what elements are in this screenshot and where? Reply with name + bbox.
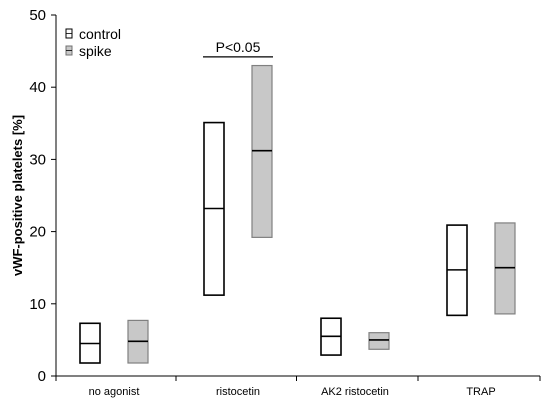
legend-label-spike: spike bbox=[79, 43, 112, 59]
axes: 0 10 20 30 40 50 no agonist ristocetin AK2 risto… bbox=[10, 7, 541, 398]
x-tick-label: no agonist bbox=[89, 386, 140, 398]
x-tick-label: ristocetin bbox=[216, 386, 260, 398]
x-tick-label: AK2 ristocetin bbox=[321, 386, 389, 398]
annotations-layer: P<0.05 bbox=[203, 39, 273, 58]
x-tick-label: TRAP bbox=[466, 386, 495, 398]
box-spike-2 bbox=[368, 332, 390, 350]
boxes-layer bbox=[79, 64, 516, 364]
y-tick-label: 10 bbox=[29, 296, 46, 313]
y-tick-label: 30 bbox=[29, 151, 46, 168]
y-tick-label: 40 bbox=[29, 79, 46, 96]
y-tick-label: 50 bbox=[29, 7, 46, 24]
legend-label-control: control bbox=[79, 26, 121, 42]
y-tick-label: 20 bbox=[29, 224, 46, 241]
significance-label: P<0.05 bbox=[216, 39, 261, 55]
y-tick-label: 0 bbox=[38, 368, 46, 385]
y-axis-label: vWF-positive platelets [%] bbox=[10, 115, 25, 276]
